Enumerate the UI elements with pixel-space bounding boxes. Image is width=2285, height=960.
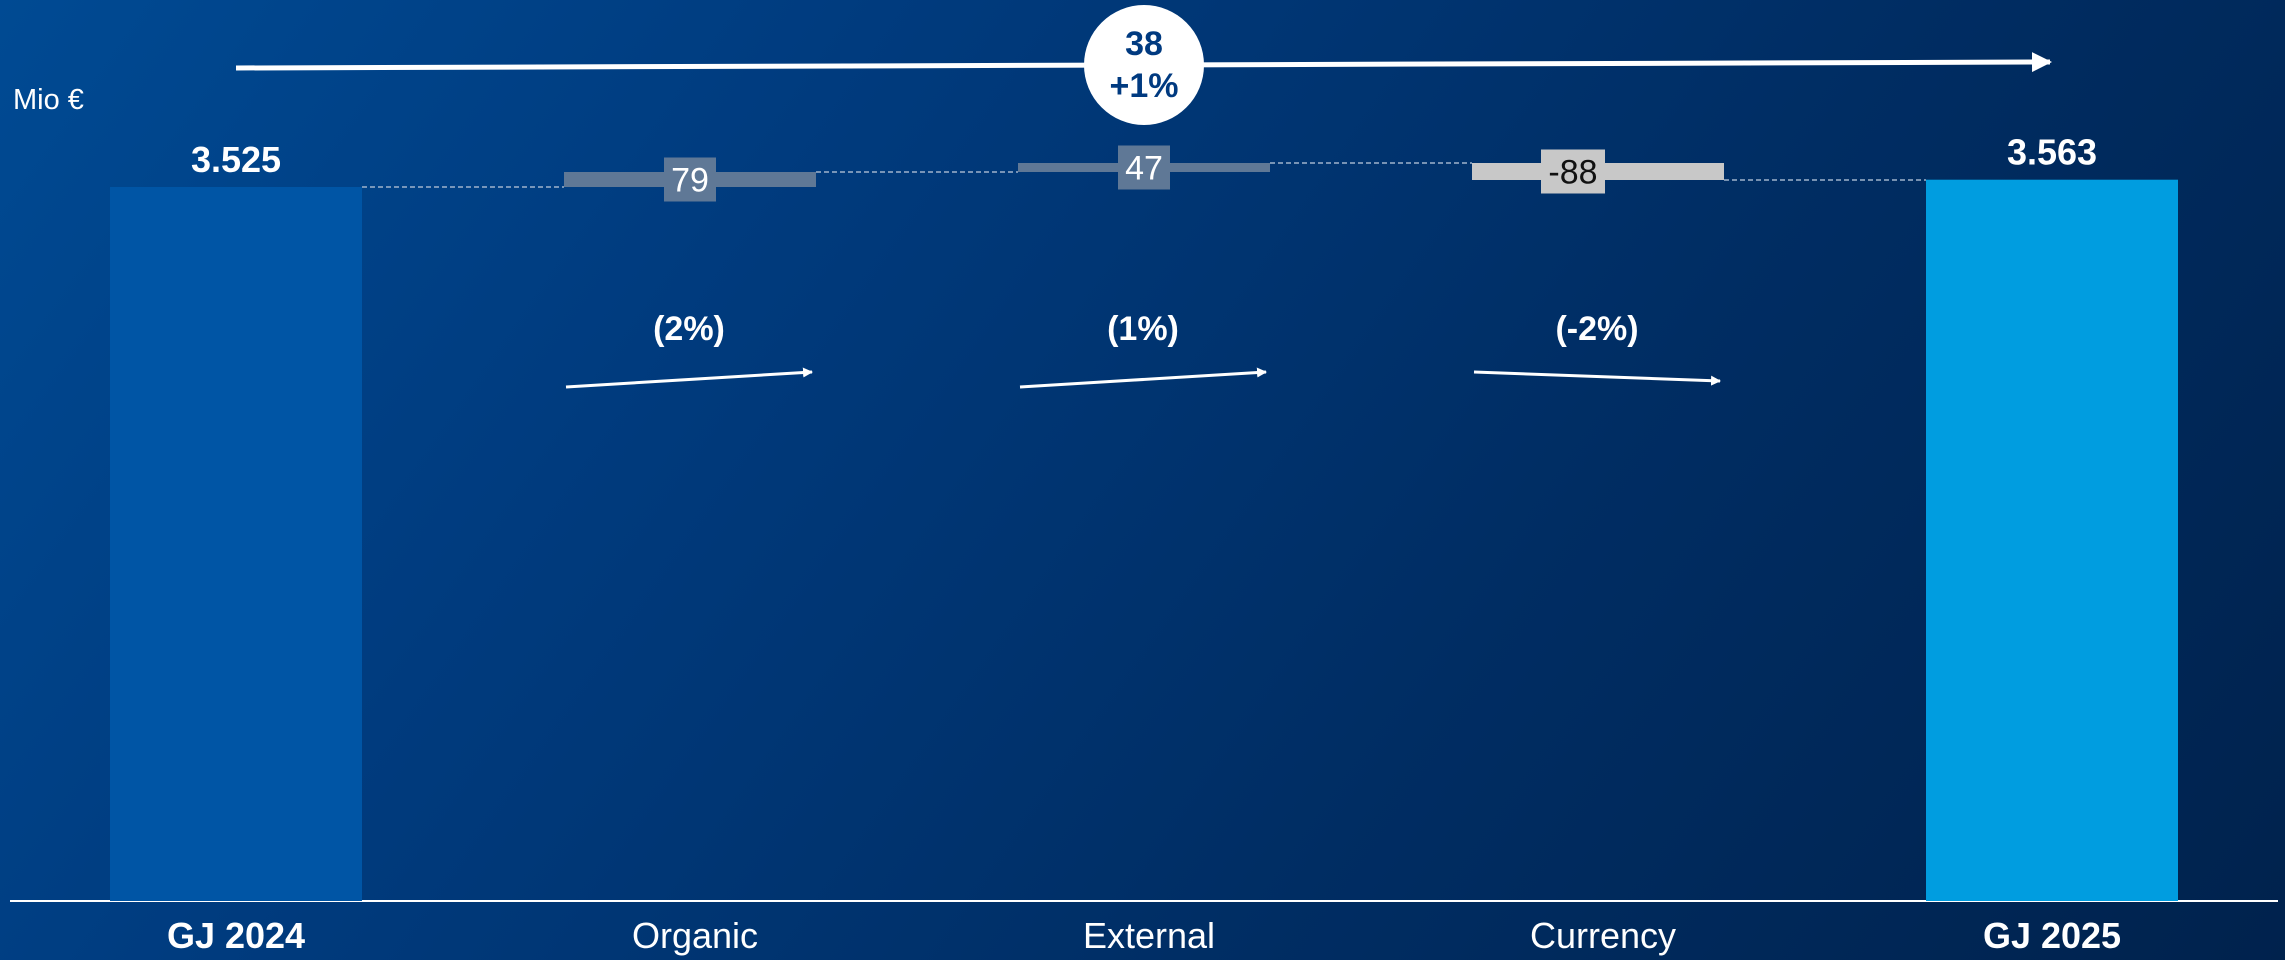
bar-0 [110,187,362,901]
percent-label-2: (1%) [1107,310,1179,348]
total-change-percent: +1% [1109,67,1179,105]
category-label-2: External [1083,915,1215,956]
total-change-value: 38 [1125,25,1163,63]
value-box-2 [1118,145,1170,190]
trend-arrow-2 [1019,367,1267,389]
value-box-3 [1541,149,1605,194]
value-label-0: 3.525 [191,139,281,180]
category-label-1: Organic [632,915,758,956]
value-label-3: -88 [1548,154,1597,192]
category-label-4: GJ 2025 [1983,915,2121,956]
value-box-1 [664,157,716,202]
total-change-bubble: 38 +1% [1084,5,1204,125]
bar-4 [1926,179,2178,901]
value-label-2: 47 [1125,150,1163,188]
category-label-0: GJ 2024 [167,915,305,956]
value-label-1: 79 [671,162,709,200]
trend-arrow-3 [1473,370,1721,386]
unit-label: Mio € [13,84,84,116]
category-label-3: Currency [1530,915,1676,956]
trend-arrow-1 [565,367,813,389]
percent-label-3: (-2%) [1555,310,1638,348]
value-label-4: 3.563 [2007,132,2097,173]
percent-label-1: (2%) [653,310,725,348]
